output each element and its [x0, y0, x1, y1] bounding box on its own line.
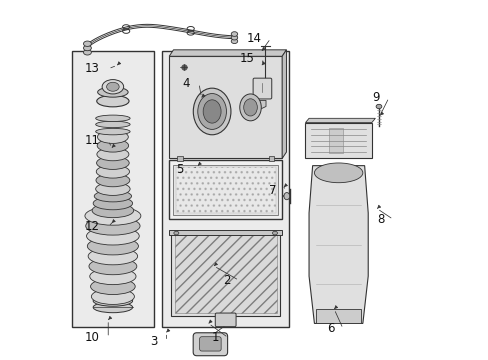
Ellipse shape [90, 278, 135, 294]
FancyBboxPatch shape [253, 78, 271, 99]
Ellipse shape [96, 174, 129, 187]
Text: 5: 5 [176, 163, 183, 176]
Ellipse shape [102, 80, 123, 94]
Ellipse shape [98, 87, 128, 97]
Ellipse shape [231, 32, 237, 36]
FancyBboxPatch shape [215, 313, 236, 327]
Ellipse shape [83, 45, 91, 51]
Ellipse shape [314, 163, 362, 183]
Ellipse shape [97, 148, 129, 161]
Ellipse shape [97, 131, 128, 143]
Bar [268, 156, 274, 161]
Text: 12: 12 [84, 220, 99, 233]
Text: 4: 4 [182, 77, 190, 90]
Ellipse shape [272, 231, 277, 235]
Ellipse shape [96, 183, 130, 195]
Text: 1: 1 [211, 331, 219, 344]
Ellipse shape [96, 165, 129, 178]
Bar [175, 167, 275, 213]
Ellipse shape [284, 193, 289, 200]
Bar [169, 230, 282, 235]
Polygon shape [308, 166, 367, 323]
Polygon shape [282, 50, 286, 158]
Text: 6: 6 [326, 322, 333, 335]
Bar [173, 165, 277, 215]
Polygon shape [255, 100, 265, 109]
Ellipse shape [197, 94, 226, 129]
FancyBboxPatch shape [193, 333, 227, 356]
Ellipse shape [239, 94, 261, 121]
Bar [72, 51, 154, 327]
Bar [169, 56, 282, 158]
Ellipse shape [96, 129, 130, 135]
Ellipse shape [96, 121, 130, 128]
Ellipse shape [88, 248, 137, 265]
Text: 15: 15 [239, 51, 254, 64]
Ellipse shape [97, 95, 129, 107]
Bar [316, 309, 360, 323]
Ellipse shape [85, 217, 140, 235]
Ellipse shape [243, 99, 257, 116]
Ellipse shape [89, 258, 137, 275]
Ellipse shape [90, 268, 136, 285]
Text: 11: 11 [84, 134, 99, 147]
Ellipse shape [231, 35, 237, 40]
Text: 10: 10 [84, 331, 99, 344]
Polygon shape [305, 118, 375, 123]
Ellipse shape [174, 231, 179, 235]
Text: 8: 8 [376, 213, 384, 226]
Ellipse shape [106, 82, 119, 91]
Bar [174, 235, 276, 313]
Ellipse shape [93, 197, 132, 210]
Ellipse shape [231, 39, 237, 44]
Ellipse shape [83, 50, 91, 55]
Ellipse shape [85, 207, 141, 225]
Bar [171, 233, 280, 316]
Ellipse shape [375, 104, 381, 109]
Ellipse shape [93, 302, 132, 313]
Text: 2: 2 [222, 274, 230, 287]
Polygon shape [169, 50, 286, 56]
Ellipse shape [92, 203, 133, 218]
Ellipse shape [86, 227, 139, 245]
Text: 3: 3 [150, 335, 158, 348]
Ellipse shape [193, 88, 230, 135]
Ellipse shape [96, 115, 130, 122]
Text: 9: 9 [372, 91, 379, 104]
Bar [305, 123, 371, 158]
Text: 7: 7 [269, 184, 276, 197]
Ellipse shape [96, 157, 129, 170]
Ellipse shape [87, 237, 138, 255]
Ellipse shape [97, 139, 128, 152]
Bar [328, 128, 343, 153]
Text: 14: 14 [246, 32, 261, 45]
Ellipse shape [203, 100, 221, 123]
Bar [177, 156, 183, 161]
Ellipse shape [93, 296, 132, 306]
Ellipse shape [91, 289, 134, 305]
Ellipse shape [83, 41, 91, 46]
Bar [162, 51, 289, 327]
Bar [169, 160, 282, 220]
Ellipse shape [94, 190, 131, 202]
FancyBboxPatch shape [199, 337, 221, 351]
Text: 13: 13 [84, 62, 99, 75]
